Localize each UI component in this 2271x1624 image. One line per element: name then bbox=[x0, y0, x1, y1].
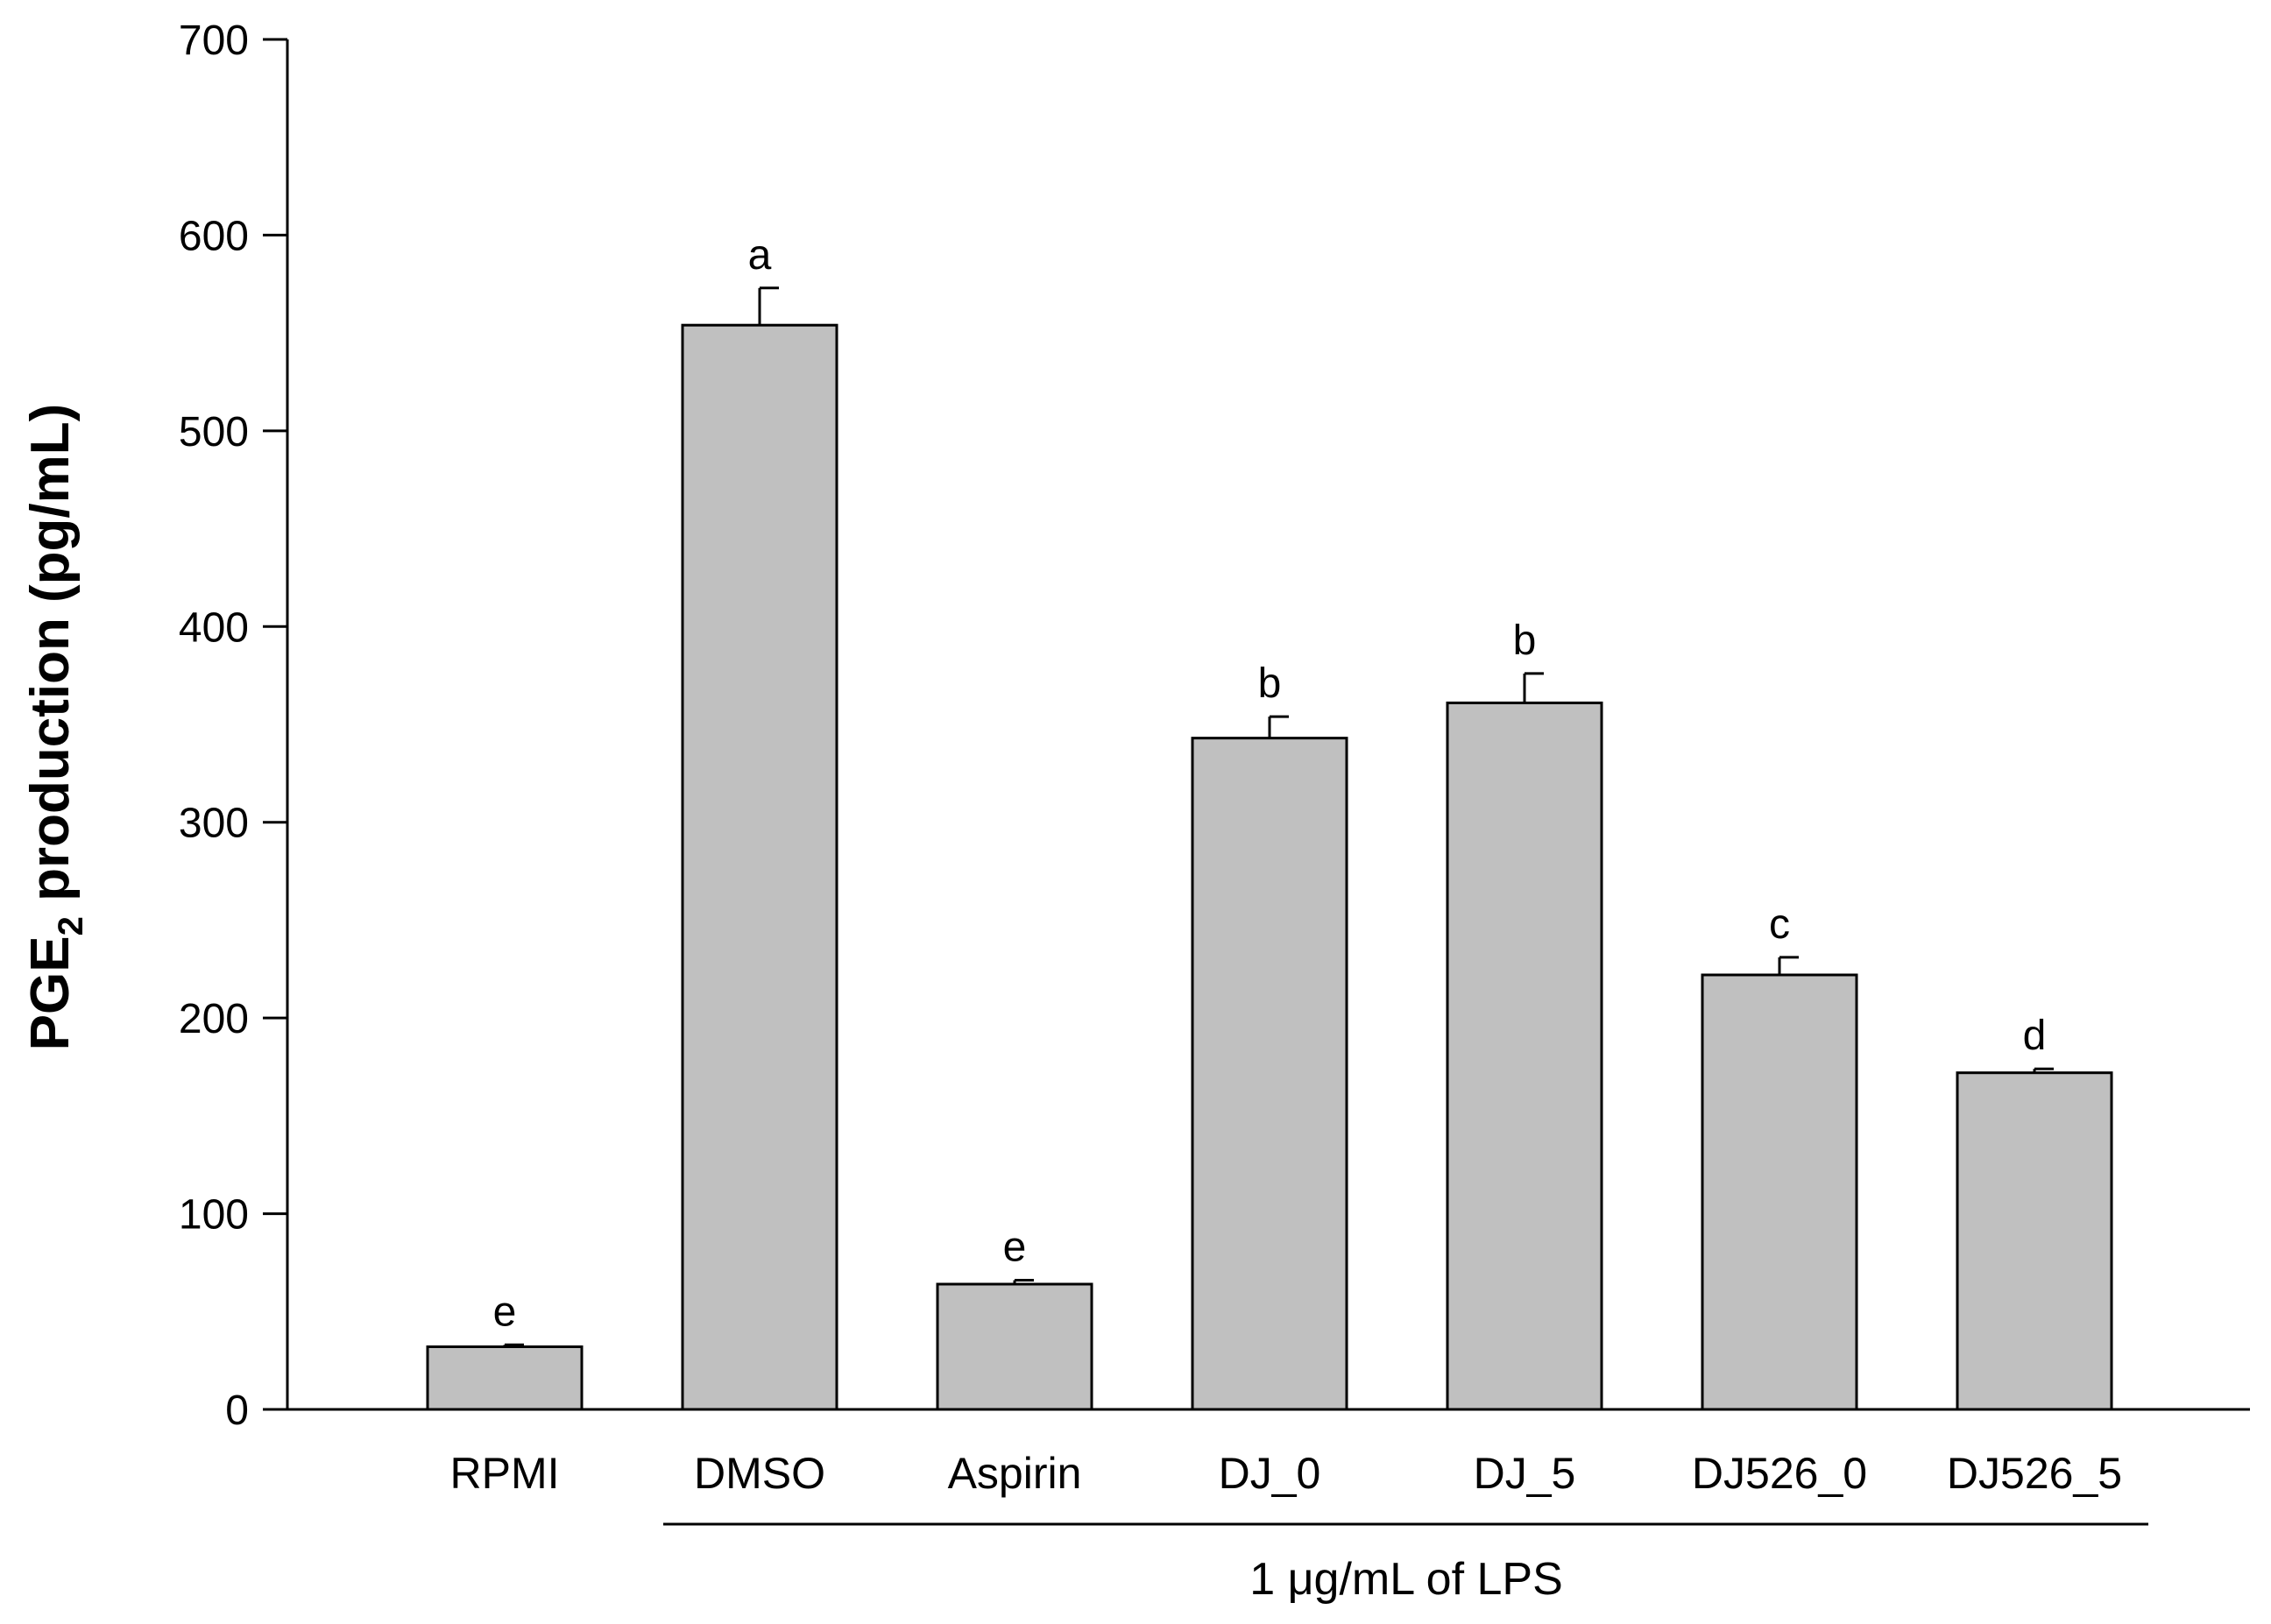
x-category-label: Aspirin bbox=[948, 1449, 1082, 1498]
lps-group-annotation: 1 μg/mL of LPS bbox=[663, 1522, 2148, 1605]
significance-letter: b bbox=[1258, 660, 1282, 707]
bar bbox=[681, 323, 838, 1411]
significance-letter: b bbox=[1513, 618, 1537, 664]
significance-letter: e bbox=[1003, 1225, 1027, 1271]
significance-letter: c bbox=[1769, 901, 1790, 948]
x-category-label: DJ526_0 bbox=[1692, 1449, 1867, 1498]
bar bbox=[1701, 973, 1858, 1411]
y-tick-label: 200 bbox=[179, 996, 249, 1042]
y-axis-label: PGE2 production (pg/mL) bbox=[20, 404, 90, 1051]
y-tick-label: 500 bbox=[179, 409, 249, 455]
y-axis-label-main: PGE bbox=[20, 936, 81, 1050]
y-tick-label: 0 bbox=[225, 1387, 249, 1434]
y-tick-label: 400 bbox=[179, 604, 249, 651]
x-axis-labels: RPMI DMSO Aspirin DJ_0 DJ_5 DJ526_0 DJ526_5 bbox=[450, 1449, 2123, 1498]
y-tick-label: 700 bbox=[179, 18, 249, 64]
group-label: 1 μg/mL of LPS bbox=[1249, 1554, 1563, 1605]
y-axis-label-rest: production (pg/mL) bbox=[20, 404, 81, 916]
bar bbox=[1956, 1071, 2113, 1411]
significance-letter: e bbox=[493, 1289, 517, 1335]
bars: e a e b b c d bbox=[426, 232, 2113, 1411]
x-category-label: DJ526_5 bbox=[1947, 1449, 2122, 1498]
x-category-label: DMSO bbox=[694, 1449, 825, 1498]
significance-letter: d bbox=[2023, 1013, 2047, 1059]
bar bbox=[1446, 701, 1603, 1411]
y-tick-label: 100 bbox=[179, 1192, 249, 1239]
bar bbox=[426, 1345, 584, 1411]
x-category-label: DJ_0 bbox=[1219, 1449, 1321, 1498]
y-tick-label: 300 bbox=[179, 801, 249, 847]
significance-letter: a bbox=[748, 232, 772, 279]
y-axis-ticks: 0 100 200 300 400 500 600 700 bbox=[179, 18, 287, 1434]
y-tick-label: 600 bbox=[179, 213, 249, 259]
x-category-label: RPMI bbox=[450, 1449, 560, 1498]
bar bbox=[936, 1282, 1093, 1411]
bar bbox=[1191, 737, 1348, 1411]
y-axis-label-subscript: 2 bbox=[52, 916, 90, 936]
x-category-label: DJ_5 bbox=[1474, 1449, 1576, 1498]
